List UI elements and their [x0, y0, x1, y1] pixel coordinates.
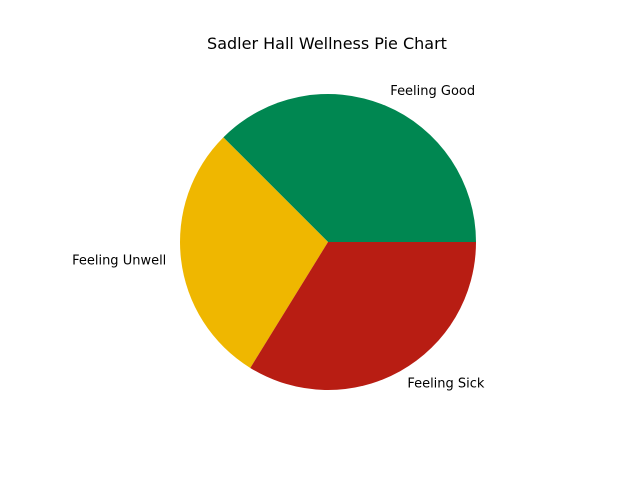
pie-slice-feeling-sick — [250, 242, 476, 391]
pie-label-feeling-unwell: Feeling Unwell — [72, 253, 166, 268]
pie-label-feeling-sick: Feeling Sick — [407, 377, 485, 392]
pie-slices — [179, 94, 476, 391]
pie-slice-feeling-unwell — [179, 137, 328, 368]
pie-labels: Feeling Good Feeling Unwell Feeling Sick — [72, 84, 485, 392]
chart-title: Sadler Hall Wellness Pie Chart — [207, 34, 447, 53]
pie-label-feeling-good: Feeling Good — [390, 84, 475, 99]
pie-slice-feeling-good — [223, 94, 476, 242]
